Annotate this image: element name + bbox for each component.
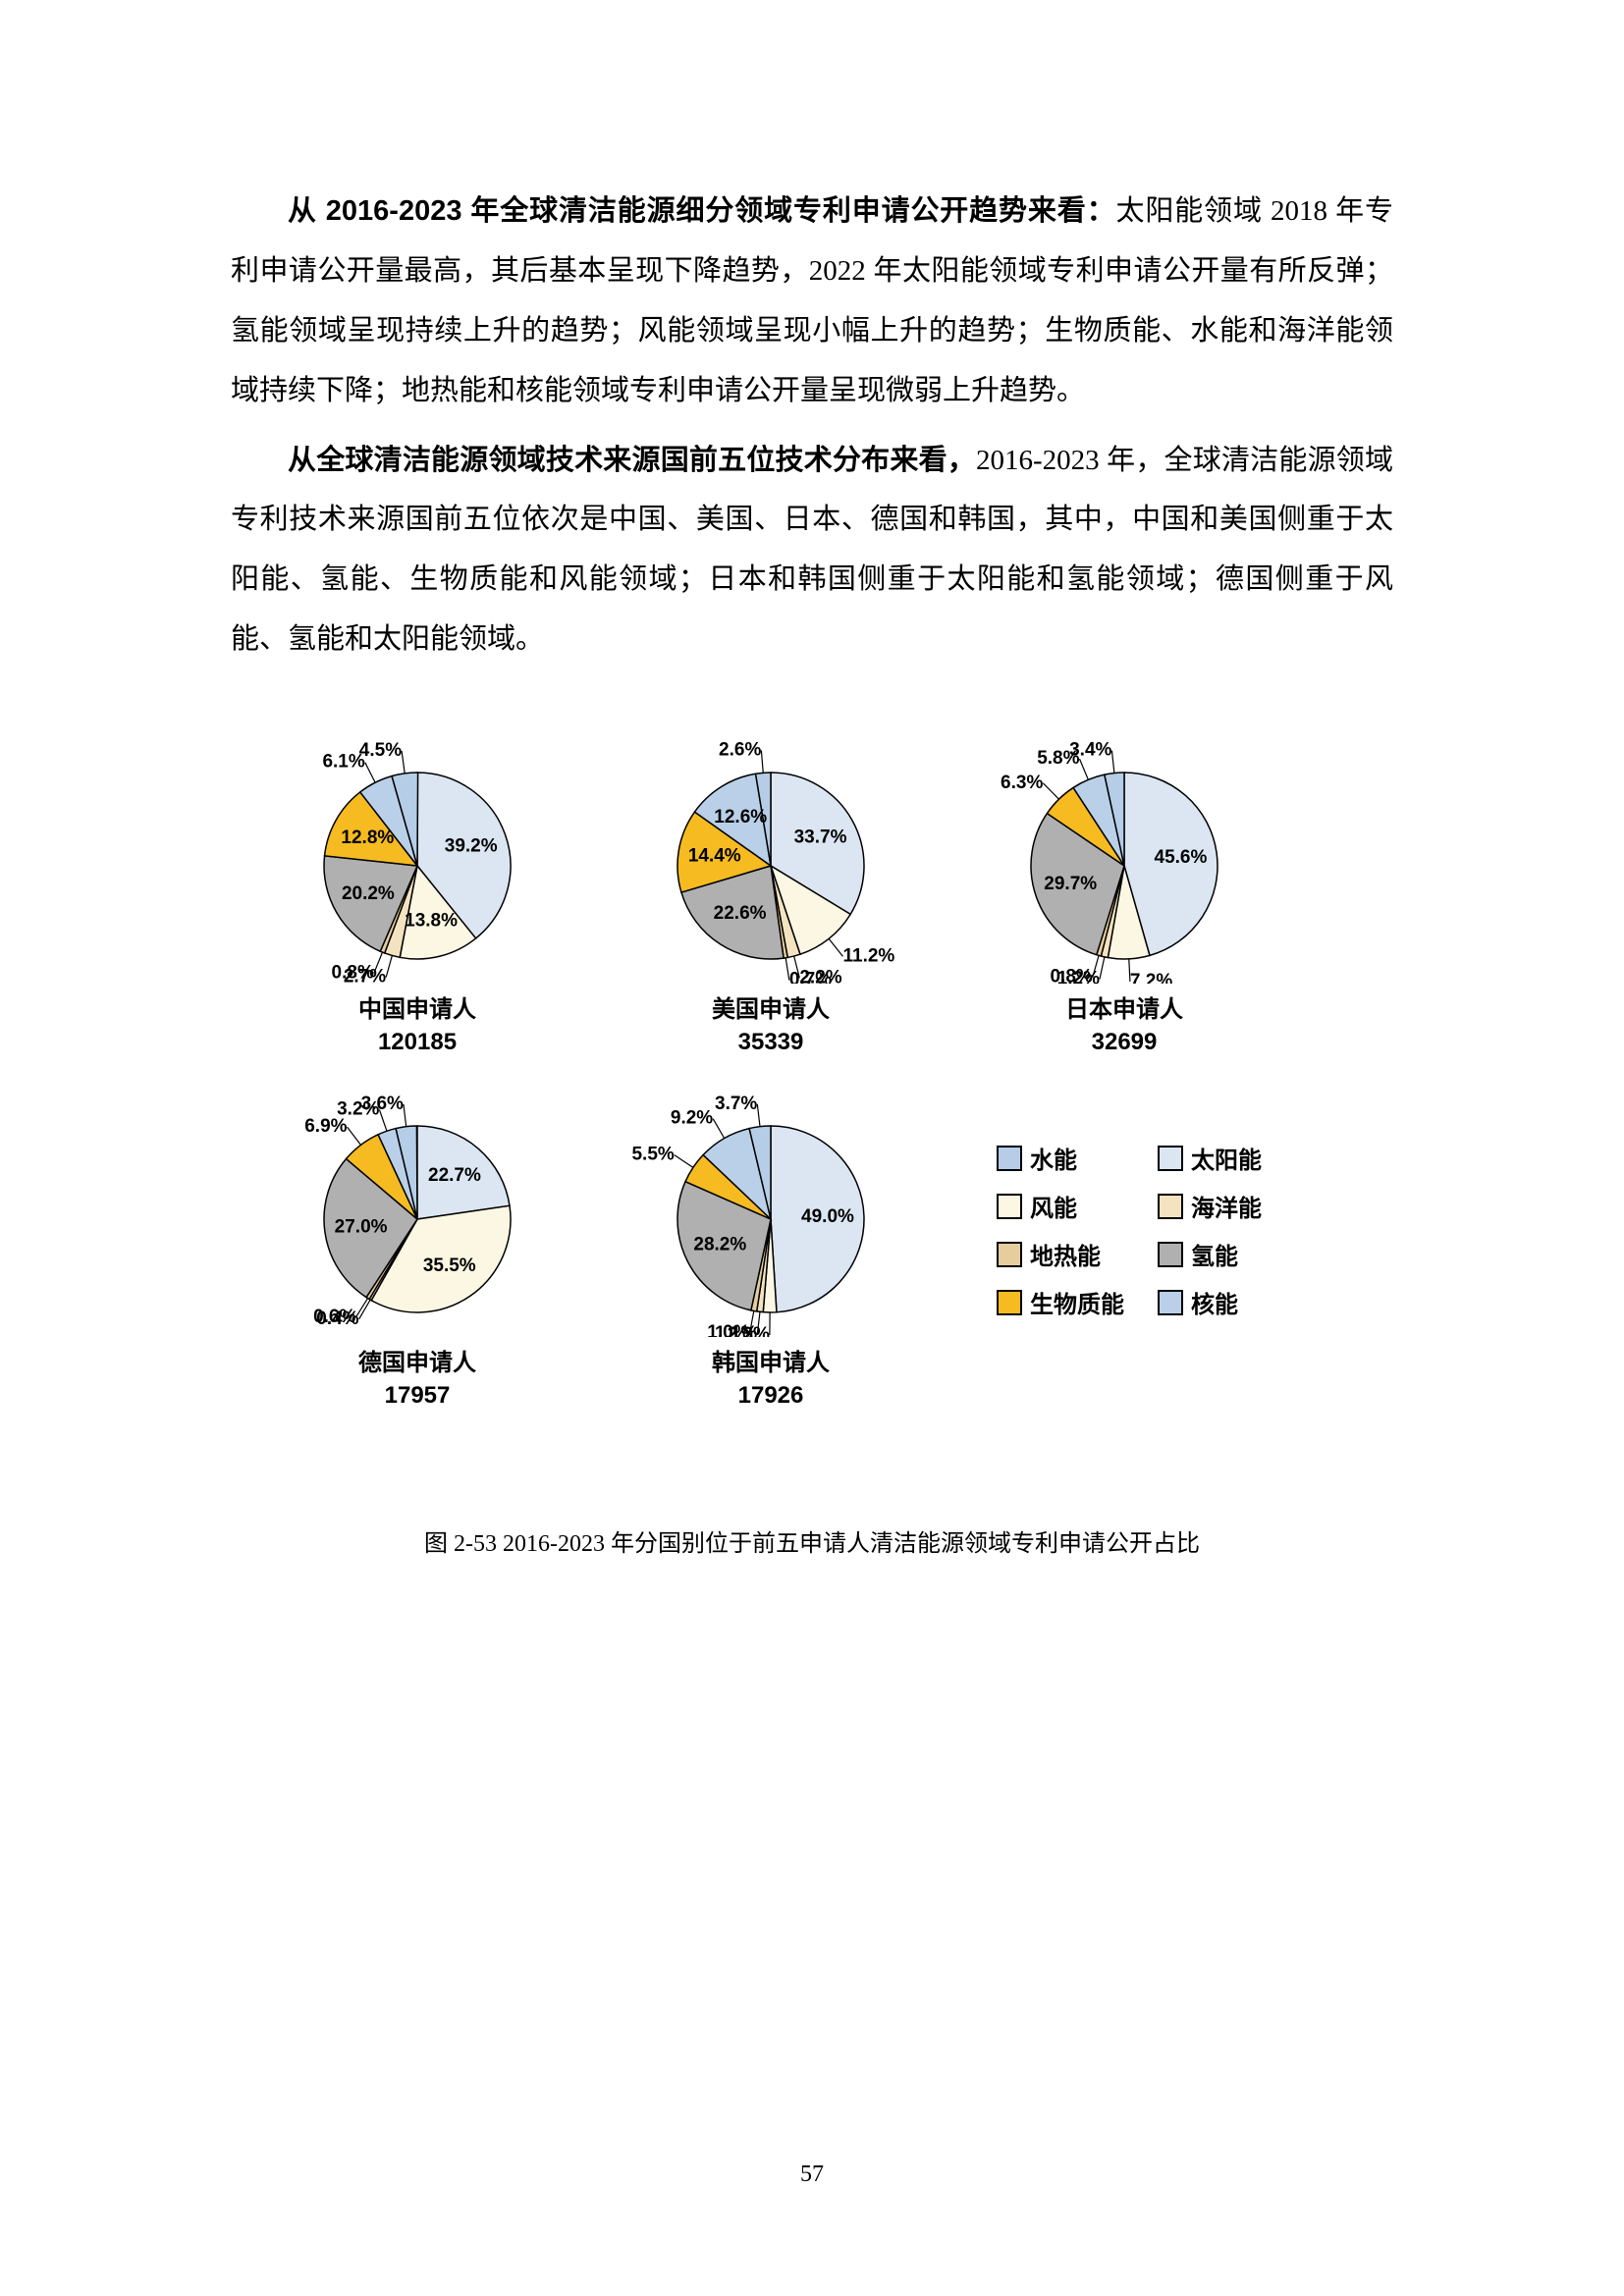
slice-label-water: 3.6% — [361, 1094, 404, 1114]
pie-count: 17957 — [385, 1382, 451, 1409]
paragraph-2: 从全球清洁能源领域技术来源国前五位技术分布来看，2016-2023 年，全球清洁… — [231, 431, 1393, 670]
slice-label-hydrogen: 22.6% — [714, 903, 767, 924]
leader-line — [348, 1127, 361, 1145]
pie-caption: 日本申请人 32699 — [977, 994, 1272, 1058]
slice-label-water: 4.5% — [359, 740, 402, 761]
legend-label-hydrogen: 氢能 — [1191, 1237, 1289, 1271]
legend-swatch-ocean — [1158, 1194, 1183, 1219]
slice-label-geo: 1.0% — [707, 1322, 749, 1337]
slice-label-wind: 35.5% — [423, 1255, 476, 1276]
legend-row: 生物质能 核能 — [997, 1285, 1289, 1319]
slice-label-solar: 33.7% — [794, 828, 847, 848]
slice-label-geo: 0.8% — [332, 963, 374, 984]
leader-line — [1080, 759, 1089, 779]
slice-label-geo: 0.8% — [1050, 967, 1092, 984]
legend-label-wind: 风能 — [1030, 1189, 1128, 1223]
slice-label-water: 3.7% — [715, 1094, 757, 1114]
pie-korea: 49.0%2.3%1.1%1.0%28.2%5.5%9.2%3.7%韩国申请人1… — [623, 1082, 918, 1412]
legend-swatch-solar — [1158, 1146, 1183, 1171]
slice-label-wind: 7.2% — [1130, 971, 1172, 984]
legend-swatch-water — [997, 1146, 1022, 1171]
legend-swatch-hydrogen — [1158, 1242, 1183, 1267]
legend-label-water: 水能 — [1030, 1141, 1128, 1175]
legend-row: 风能 海洋能 — [997, 1189, 1289, 1223]
leader-line — [713, 1119, 724, 1139]
legend-swatch-wind — [997, 1194, 1022, 1219]
slice-label-hydrogen: 27.0% — [335, 1216, 388, 1237]
pie-count: 32699 — [1092, 1029, 1158, 1055]
pie-count: 17926 — [738, 1382, 804, 1409]
slice-label-hydrogen: 29.7% — [1044, 874, 1097, 894]
slice-label-solar: 22.7% — [428, 1165, 481, 1186]
slice-label-water: 2.6% — [719, 740, 761, 761]
leader-line — [402, 751, 405, 774]
p1-rest: 太阳能领域 2018 年专利申请公开量最高，其后基本呈现下降趋势，2022 年太… — [231, 195, 1393, 406]
legend-label-bio: 生物质能 — [1030, 1285, 1128, 1319]
pie-japan: 45.6%7.2%1.2%0.8%29.7%6.3%5.8%3.4%日本申请人3… — [977, 728, 1272, 1058]
p2-lead: 从全球清洁能源领域技术来源国前五位技术分布来看， — [288, 445, 976, 476]
page: 从 2016-2023 年全球清洁能源细分领域专利申请公开趋势来看：太阳能领域 … — [0, 0, 1624, 1656]
leader-line — [1111, 751, 1113, 774]
slice-label-geo: 0.7% — [789, 970, 832, 984]
pie-title: 中国申请人 — [358, 996, 476, 1023]
slice-label-bio: 12.8% — [341, 828, 394, 848]
slice-label-bio: 6.3% — [1001, 773, 1043, 793]
slice-label-wind: 11.2% — [842, 945, 894, 966]
pie-charts-area: 39.2%13.8%2.7%0.8%20.2%12.8%6.1%4.5%中国申请… — [231, 728, 1393, 1474]
pie-chart: 22.7%35.5%0.4%0.6%27.0%6.9%3.2%3.6% — [270, 1082, 565, 1337]
pie-title: 德国申请人 — [358, 1350, 476, 1376]
pie-count: 120185 — [378, 1029, 457, 1055]
leader-line — [675, 1155, 693, 1168]
leader-line — [761, 751, 763, 774]
pie-china: 39.2%13.8%2.7%0.8%20.2%12.8%6.1%4.5%中国申请… — [270, 728, 565, 1058]
leader-line — [1100, 957, 1105, 979]
leader-line — [1043, 783, 1058, 799]
pie-chart: 33.7%11.2%2.2%0.7%22.6%14.4%12.6%2.6% — [623, 728, 918, 984]
slice-label-nuclear: 12.6% — [714, 807, 767, 828]
pie-title: 日本申请人 — [1065, 996, 1183, 1023]
slice-label-solar: 49.0% — [801, 1206, 854, 1227]
leader-line — [829, 938, 842, 956]
leader-line — [757, 1104, 760, 1127]
slice-label-nuclear: 9.2% — [671, 1108, 713, 1129]
legend: 水能 太阳能风能 海洋能地热能 氢能生物质能 核能 — [997, 1141, 1289, 1333]
pie-usa: 33.7%11.2%2.2%0.7%22.6%14.4%12.6%2.6%美国申… — [623, 728, 918, 1058]
p1-lead: 从 2016-2023 年全球清洁能源细分领域专利申请公开趋势来看： — [288, 195, 1116, 227]
legend-row: 水能 太阳能 — [997, 1141, 1289, 1175]
slice-label-bio: 14.4% — [688, 846, 741, 867]
slice-label-solar: 45.6% — [1155, 847, 1208, 868]
figure-caption: 图 2-53 2016-2023 年分国别位于前五申请人清洁能源领域专利申请公开… — [231, 1523, 1393, 1558]
legend-row: 地热能 氢能 — [997, 1237, 1289, 1271]
pie-caption: 中国申请人 120185 — [270, 994, 565, 1058]
pie-chart: 39.2%13.8%2.7%0.8%20.2%12.8%6.1%4.5% — [270, 728, 565, 984]
pie-germany: 22.7%35.5%0.4%0.6%27.0%6.9%3.2%3.6%德国申请人… — [270, 1082, 565, 1412]
legend-label-geo: 地热能 — [1030, 1237, 1128, 1271]
pie-count: 35339 — [738, 1029, 804, 1055]
slice-label-hydrogen: 20.2% — [342, 883, 395, 904]
slice-label-solar: 39.2% — [445, 836, 498, 857]
leader-line — [386, 956, 392, 978]
pie-title: 韩国申请人 — [712, 1350, 830, 1376]
legend-label-nuclear: 核能 — [1191, 1285, 1289, 1319]
pie-title: 美国申请人 — [712, 996, 830, 1023]
legend-label-ocean: 海洋能 — [1191, 1189, 1289, 1223]
legend-label-solar: 太阳能 — [1191, 1141, 1289, 1175]
paragraph-1: 从 2016-2023 年全球清洁能源细分领域专利申请公开趋势来看：太阳能领域 … — [231, 182, 1393, 421]
pie-chart: 45.6%7.2%1.2%0.8%29.7%6.3%5.8%3.4% — [977, 728, 1272, 984]
pie-caption: 韩国申请人 17926 — [623, 1348, 918, 1412]
slice-label-wind: 13.8% — [405, 910, 458, 931]
legend-swatch-nuclear — [1158, 1290, 1183, 1315]
leader-line — [404, 1104, 406, 1127]
slice-label-hydrogen: 28.2% — [693, 1234, 746, 1255]
slice-label-geo: 0.6% — [313, 1307, 355, 1327]
pie-caption: 美国申请人 35339 — [623, 994, 918, 1058]
page-number: 57 — [0, 2162, 1624, 2188]
leader-line — [365, 763, 375, 783]
slice-label-water: 3.4% — [1069, 740, 1111, 761]
pie-chart: 49.0%2.3%1.1%1.0%28.2%5.5%9.2%3.7% — [623, 1082, 918, 1337]
legend-swatch-geo — [997, 1242, 1022, 1267]
legend-swatch-bio — [997, 1290, 1022, 1315]
pie-caption: 德国申请人 17957 — [270, 1348, 565, 1412]
slice-label-bio: 5.5% — [631, 1145, 674, 1165]
